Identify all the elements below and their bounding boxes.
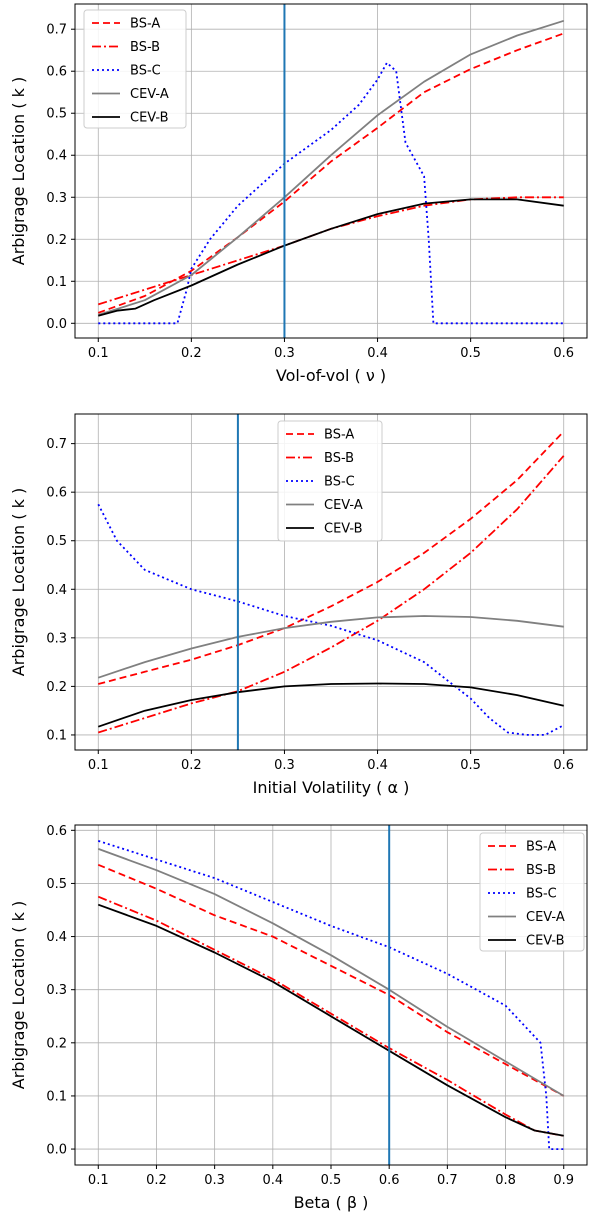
y-tick-label: 0.6 [46,486,67,501]
series-line-bs-b [97,895,564,1137]
y-tick-label: 0.6 [46,65,67,80]
x-tick-label: 0.9 [553,1173,574,1188]
legend-label: CEV-B [526,934,565,949]
y-tick-label: 0.5 [46,534,67,549]
y-tick-label: 0.1 [46,1089,67,1104]
y-tick-label: 0.4 [46,149,67,164]
x-tick-label: 0.6 [379,1173,400,1188]
x-tick-label: 0.1 [88,1173,109,1188]
series-line-cev-a [97,848,565,1097]
y-tick-label: 0.4 [46,930,67,945]
x-tick-label: 0.2 [181,346,202,361]
y-tick-label: 0.5 [46,107,67,122]
series-line-cev-b [98,198,564,317]
series-line-cev-a [98,19,564,316]
x-tick-label: 0.2 [181,758,202,773]
x-tick-label: 0.7 [437,1173,458,1188]
x-tick-label: 0.4 [262,1173,283,1188]
legend-label: CEV-B [130,111,169,126]
x-axis-label: Vol-of-vol ( ν ) [276,366,386,385]
x-tick-label: 0.3 [204,1173,225,1188]
y-tick-label: 0.3 [46,983,67,998]
y-tick-label: 0.2 [46,233,67,248]
y-tick-label: 0.1 [46,275,67,290]
series-line-cev-b [98,682,564,728]
legend-label: CEV-B [324,522,363,537]
x-tick-label: 0.5 [460,346,481,361]
x-tick-label: 0.6 [553,346,574,361]
series-line-bs-c [98,61,564,325]
legend-box [83,9,187,129]
y-axis-label: Arbigrage Location ( k ) [9,901,28,1089]
series-line-bs-c [97,503,565,736]
y-tick-label: 0.0 [46,317,67,332]
series-group [97,430,565,736]
x-tick-label: 0.5 [321,1173,342,1188]
y-tick-label: 0.7 [46,437,67,452]
y-tick-label: 0.2 [46,680,67,695]
series-line-bs-a [98,430,565,685]
legend-label: CEV-A [526,910,565,925]
series-line-bs-c [98,840,564,1150]
legend-box [479,832,585,952]
legend-label: BS-B [526,863,556,878]
y-tick-label: 0.6 [46,824,67,839]
legend-label: BS-B [130,40,160,55]
legend-label: BS-A [324,428,354,443]
x-tick-label: 0.8 [495,1173,516,1188]
x-tick-label: 0.3 [274,346,295,361]
x-tick-label: 0.1 [88,346,109,361]
legend-label: BS-B [324,451,354,466]
legend-box [277,420,383,542]
x-axis-label: Initial Volatility ( α ) [253,778,410,797]
chart-2: 0.1 0.2 0.3 0.4 0.5 0.6 0.1 0.2 0.3 0.4 0.5 0.6 0.7 I… [9,413,588,797]
x-tick-label: 0.6 [553,758,574,773]
legend: BS-A BS-B BS-C CEV-A CEV-B [83,9,187,129]
x-tick-label: 0.4 [367,346,388,361]
legend-label: CEV-A [130,87,169,102]
series-line-bs-b [98,455,565,734]
x-tick-label: 0.4 [367,758,388,773]
legend-label: CEV-A [324,498,363,513]
axes-frame [74,3,588,339]
series-group [97,840,565,1150]
x-tick-label: 0.2 [146,1173,167,1188]
legend-label: BS-C [130,64,161,79]
y-tick-label: 0.2 [46,1036,67,1051]
x-tick-label: 0.3 [274,758,295,773]
axes-frame [74,413,588,751]
y-axis-label: Arbigrage Location ( k ) [9,488,28,676]
y-tick-label: 0.1 [46,728,67,743]
y-tick-label: 0.4 [46,583,67,598]
series-line-bs-a [97,863,565,1097]
legend-label: BS-A [130,17,160,32]
y-tick-label: 0.5 [46,877,67,892]
y-tick-label: 0.3 [46,631,67,646]
y-tick-label: 0.7 [46,23,67,38]
y-tick-label: 0.0 [46,1143,67,1158]
y-axis-label: Arbigrage Location ( k ) [9,77,28,265]
chart-1: 0.1 0.2 0.3 0.4 0.5 0.6 0.0 0.1 0.2 0.3 0.4 0.5 0.6 0… [9,3,588,385]
x-axis-label: Beta ( β ) [294,1193,369,1212]
series-line-cev-a [98,615,564,679]
x-tick-label: 0.1 [88,758,109,773]
legend-label: BS-C [526,887,557,902]
legend-label: BS-C [324,475,355,490]
series-line-bs-a [97,32,565,314]
legend-label: BS-A [526,840,556,855]
series-line-cev-b [97,903,564,1137]
x-tick-label: 0.5 [460,758,481,773]
chart-3: 0.1 0.2 0.3 0.4 0.5 0.6 0.7 0.8 0.9 0.0 0.1 0.2 0.3 0… [9,824,588,1212]
legend: BS-A BS-B BS-C CEV-A CEV-B [277,420,383,542]
legend: BS-A BS-B BS-C CEV-A CEV-B [479,832,585,952]
y-tick-label: 0.3 [46,191,67,206]
